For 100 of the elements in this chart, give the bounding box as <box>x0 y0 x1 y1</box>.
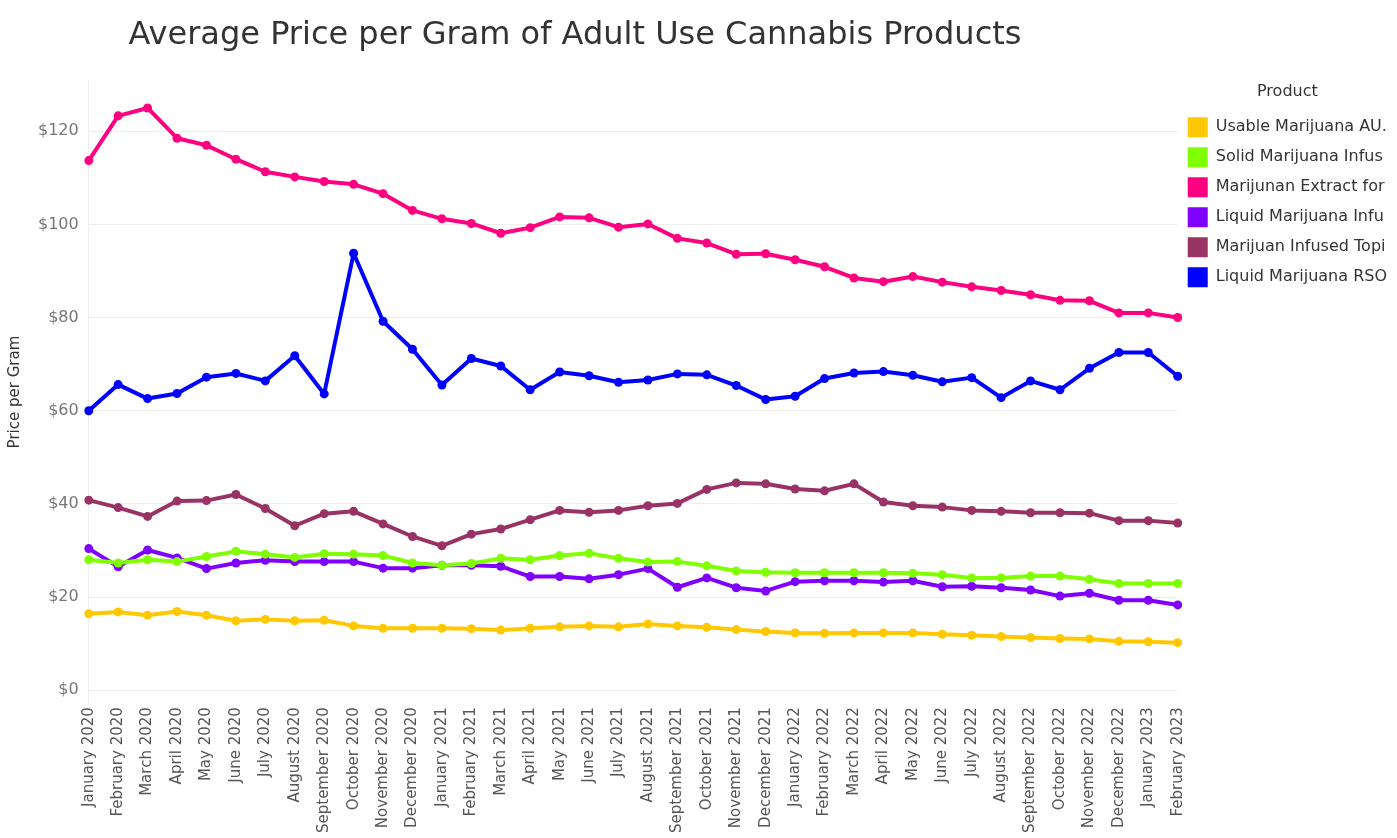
point <box>555 622 565 632</box>
point <box>937 277 947 287</box>
point <box>878 497 888 507</box>
point <box>820 628 830 638</box>
point <box>702 484 712 494</box>
point <box>672 582 682 592</box>
point <box>113 111 123 121</box>
point <box>937 570 947 580</box>
point <box>1084 296 1094 306</box>
point <box>231 154 241 164</box>
point <box>996 632 1006 642</box>
point <box>349 557 359 567</box>
point <box>967 373 977 383</box>
point <box>496 553 506 563</box>
point <box>172 606 182 616</box>
point <box>849 568 859 578</box>
point <box>555 367 565 377</box>
x-tick-label: November 2020 <box>372 707 391 829</box>
point <box>1114 308 1124 318</box>
point <box>496 561 506 571</box>
point <box>672 498 682 508</box>
point <box>1114 636 1124 646</box>
point <box>496 361 506 371</box>
point <box>584 548 594 558</box>
point <box>407 205 417 215</box>
point <box>996 286 1006 296</box>
point <box>820 576 830 586</box>
point <box>1055 571 1065 581</box>
point <box>201 552 211 561</box>
point <box>702 622 712 632</box>
point <box>378 551 388 561</box>
point <box>908 501 918 511</box>
x-tick-label: June 2020 <box>225 707 244 784</box>
point <box>908 628 918 638</box>
point <box>1026 290 1036 300</box>
point <box>761 567 771 577</box>
point <box>1084 634 1094 644</box>
point <box>555 551 565 561</box>
point <box>290 172 300 182</box>
point <box>1143 347 1153 357</box>
point <box>466 354 476 364</box>
point <box>290 351 300 361</box>
point <box>614 622 624 632</box>
point <box>378 623 388 633</box>
point <box>702 561 712 571</box>
point <box>1143 308 1153 318</box>
point <box>378 563 388 573</box>
x-tick-label: August 2021 <box>637 707 656 803</box>
x-tick-label: January 2022 <box>785 707 803 808</box>
point <box>672 369 682 379</box>
point <box>437 380 447 390</box>
point <box>231 490 241 500</box>
point <box>290 552 300 562</box>
point <box>790 391 800 401</box>
point <box>319 509 329 519</box>
x-tick-label: March 2021 <box>490 707 509 796</box>
point <box>290 616 300 626</box>
point <box>143 610 153 620</box>
point <box>878 577 888 587</box>
x-tick-label: November 2022 <box>1079 707 1098 829</box>
point <box>908 568 918 578</box>
point <box>937 582 947 592</box>
point <box>201 496 211 506</box>
point <box>908 576 918 586</box>
x-tick-label: March 2020 <box>137 707 156 796</box>
point <box>584 371 594 381</box>
point <box>1114 579 1124 589</box>
point <box>731 625 741 635</box>
x-tick-label: June 2021 <box>578 707 597 784</box>
point <box>1143 595 1153 605</box>
point <box>702 573 712 583</box>
y-tick-label: $0 <box>58 679 79 699</box>
y-tick-label: $80 <box>48 306 79 326</box>
point <box>260 167 270 177</box>
point <box>643 219 653 229</box>
point <box>761 395 771 405</box>
x-tick-label: July 2022 <box>961 707 980 779</box>
y-tick-label: $20 <box>48 586 79 606</box>
point <box>790 568 800 578</box>
point <box>496 524 506 534</box>
y-tick-label: $120 <box>38 120 79 140</box>
point <box>349 549 359 559</box>
point <box>319 177 329 187</box>
point <box>967 505 977 515</box>
point <box>643 375 653 385</box>
point <box>761 586 771 596</box>
point <box>260 376 270 386</box>
point <box>407 623 417 633</box>
point <box>790 255 800 265</box>
point <box>349 506 359 516</box>
point <box>1084 588 1094 598</box>
point <box>1084 363 1094 373</box>
point <box>967 581 977 591</box>
legend-label: Marijunan Extract for <box>1215 176 1385 196</box>
y-tick-label: $60 <box>48 399 79 419</box>
point <box>820 374 830 384</box>
point <box>143 394 153 404</box>
x-tick-label: February 2023 <box>1167 707 1186 817</box>
point <box>584 213 594 223</box>
point <box>731 583 741 593</box>
